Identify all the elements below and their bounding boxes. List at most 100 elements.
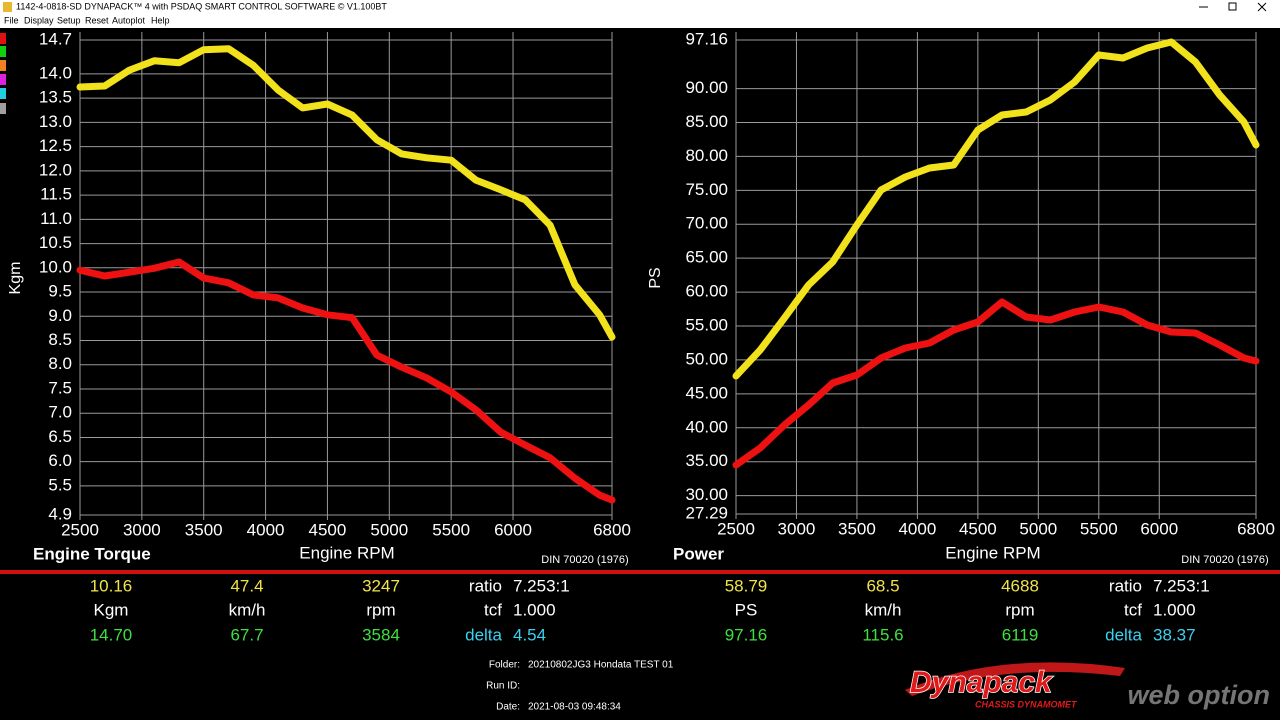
standard-note: DIN 70020 (1976) — [541, 554, 628, 566]
chart-title: Engine Torque — [33, 544, 151, 563]
x-tick-label: 4500 — [959, 519, 997, 538]
y-tick-label: 11.5 — [40, 185, 72, 204]
status-swatches — [0, 33, 6, 114]
y-tick-label: 5.5 — [48, 475, 72, 494]
x-axis-label: Engine RPM — [945, 543, 1040, 562]
y-tick-label: 70.00 — [685, 214, 728, 233]
readout-value: 1.000 — [513, 600, 556, 619]
y-tick-label: 50.00 — [685, 349, 728, 368]
x-tick-label: 5000 — [370, 520, 408, 539]
logo-tagline: CHASSIS DYNAMOMET — [975, 699, 1078, 709]
y-tick-label: 8.5 — [48, 330, 72, 349]
readout-value: PS — [735, 600, 758, 619]
y-tick-label: 6.5 — [48, 427, 72, 446]
y-tick-label: 40.00 — [685, 417, 728, 436]
readout-value: km/h — [865, 600, 902, 619]
readout-value: 10.16 — [90, 576, 133, 595]
y-tick-label: 10.5 — [39, 233, 72, 252]
title-and-menu-bar — [0, 0, 1280, 28]
y-tick-label: 45.00 — [685, 383, 728, 402]
y-tick-label: 4.9 — [48, 504, 72, 523]
x-tick-label: 6000 — [494, 520, 532, 539]
data-line — [76, 45, 616, 341]
restore-button[interactable] — [1228, 2, 1237, 11]
readout-value: Kgm — [94, 600, 129, 619]
x-tick-label: 3500 — [838, 519, 876, 538]
readout-value: tcf — [1124, 600, 1142, 619]
x-tick-label: 5500 — [1080, 519, 1118, 538]
logo-swoosh — [905, 662, 1125, 696]
readout-value: 67.7 — [230, 625, 263, 644]
x-tick-label: 3500 — [185, 520, 223, 539]
readout-value: km/h — [229, 600, 266, 619]
menu-item[interactable]: File — [4, 15, 19, 25]
swatch — [0, 103, 6, 114]
y-tick-label: 13.5 — [39, 88, 72, 107]
menu-item[interactable]: Setup — [57, 15, 81, 25]
readout-value: 38.37 — [1153, 625, 1196, 644]
y-tick-label: 14.0 — [39, 63, 72, 82]
y-tick-label: 60.00 — [685, 282, 728, 301]
y-axis-label: PS — [647, 267, 664, 288]
readout-value: 3247 — [362, 576, 400, 595]
swatch — [0, 33, 6, 44]
readout-value: 1.000 — [1153, 600, 1196, 619]
readout-value: 7.253:1 — [1153, 576, 1210, 595]
data-line — [732, 38, 1260, 380]
y-tick-label: 97.16 — [685, 29, 728, 48]
x-tick-label: 5500 — [432, 520, 470, 539]
data-line — [76, 258, 616, 504]
readout-value: ratio — [1109, 576, 1142, 595]
y-tick-label: 55.00 — [685, 315, 728, 334]
swatch — [0, 60, 6, 71]
y-tick-label: 9.0 — [48, 306, 72, 325]
window-controls[interactable] — [1199, 2, 1267, 12]
y-tick-label: 9.5 — [48, 282, 72, 301]
x-tick-label: 6800 — [593, 520, 631, 539]
readout-value: 14.70 — [90, 625, 133, 644]
y-tick-label: 30.00 — [685, 485, 728, 504]
x-tick-label: 4500 — [309, 520, 347, 539]
logo-brand: Dynapack — [910, 666, 1053, 699]
y-tick-label: 10.0 — [39, 257, 72, 276]
x-tick-label: 4000 — [898, 519, 936, 538]
x-tick-label: 3000 — [123, 520, 161, 539]
readout-value: 58.79 — [725, 576, 768, 595]
readout-value: delta — [1105, 625, 1142, 644]
swatch — [0, 74, 6, 85]
y-tick-label: 7.5 — [48, 378, 72, 397]
menu-item[interactable]: Reset — [85, 15, 109, 25]
y-axis-label: Kgm — [7, 262, 24, 295]
y-tick-label: 27.29 — [685, 503, 728, 522]
close-button[interactable] — [1257, 2, 1267, 12]
x-tick-label: 2500 — [717, 519, 755, 538]
y-tick-label: 6.0 — [48, 451, 72, 470]
x-tick-label: 5000 — [1019, 519, 1057, 538]
readout-value: 4688 — [1001, 576, 1039, 595]
date-label: Date: — [496, 702, 520, 713]
standard-note: DIN 70020 (1976) — [1181, 554, 1268, 566]
y-tick-label: 75.00 — [685, 180, 728, 199]
x-tick-label: 3000 — [778, 519, 816, 538]
readout-value: 47.4 — [230, 576, 263, 595]
y-tick-label: 11.0 — [40, 209, 72, 228]
y-tick-label: 80.00 — [685, 146, 728, 165]
y-tick-label: 13.0 — [39, 112, 72, 131]
app-icon — [3, 2, 12, 12]
readout-value: 3584 — [362, 625, 400, 644]
watermark: web option — [1128, 680, 1270, 710]
y-tick-label: 7.0 — [48, 403, 72, 422]
menu-item[interactable]: Autoplot — [112, 15, 146, 25]
y-tick-label: 65.00 — [685, 248, 728, 267]
folder-value: 20210802JG3 Hondata TEST 01 — [528, 660, 674, 671]
readout-value: 7.253:1 — [513, 576, 570, 595]
run-id-label: Run ID: — [486, 681, 520, 692]
readout-value: ratio — [469, 576, 502, 595]
readout-value: 97.16 — [725, 625, 768, 644]
menu-item[interactable]: Help — [151, 15, 170, 25]
window-title: 1142-4-0818-SD DYNAPACK™ 4 with PSDAQ SM… — [16, 1, 387, 11]
x-tick-label: 6000 — [1140, 519, 1178, 538]
menu-item[interactable]: Display — [24, 15, 54, 25]
swatch — [0, 46, 6, 57]
